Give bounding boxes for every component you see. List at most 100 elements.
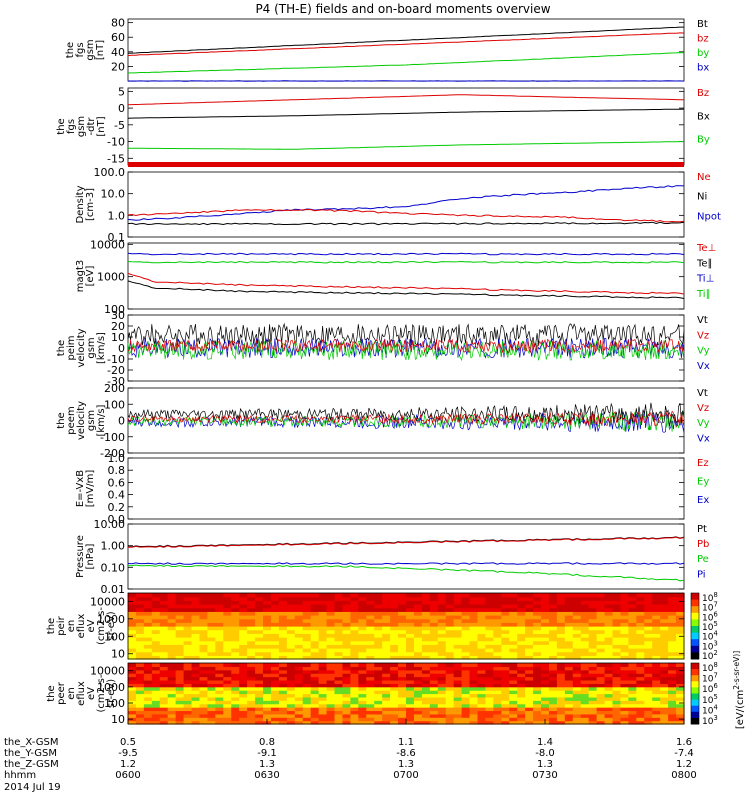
- flux-cell: [676, 644, 685, 648]
- flux-cell: [279, 597, 288, 601]
- flux-cell: [676, 597, 685, 601]
- x-row-value: 1.1: [398, 737, 414, 748]
- flux-cell: [263, 633, 272, 637]
- panel-frame: [128, 88, 684, 165]
- flux-cell: [144, 619, 153, 623]
- flux-cell: [509, 637, 518, 641]
- flux-cell: [493, 600, 502, 604]
- flux-cell: [454, 641, 463, 645]
- flux-cell: [136, 652, 145, 656]
- flux-cell: [652, 615, 661, 619]
- flux-cell: [358, 648, 367, 652]
- flux-cell: [644, 611, 653, 615]
- flux-cell: [247, 600, 256, 604]
- flux-cell: [414, 663, 423, 667]
- flux-cell: [430, 611, 439, 615]
- flux-cell: [144, 652, 153, 656]
- series-line-Bx: [128, 109, 684, 118]
- flux-cell: [199, 622, 208, 626]
- flux-cell: [446, 648, 455, 652]
- flux-cell: [406, 619, 415, 623]
- flux-cell: [493, 637, 502, 641]
- flux-cell: [573, 644, 582, 648]
- flux-cell: [470, 619, 479, 623]
- flux-cell: [485, 597, 494, 601]
- flux-cell: [573, 619, 582, 623]
- flux-cell: [573, 622, 582, 626]
- flux-cell: [168, 641, 177, 645]
- flux-cell: [589, 644, 598, 648]
- flux-cell: [374, 604, 383, 608]
- flux-cell: [311, 633, 320, 637]
- flux-cell: [636, 633, 645, 637]
- flux-cell: [636, 630, 645, 634]
- flux-cell: [668, 630, 677, 634]
- flux-cell: [366, 644, 375, 648]
- flux-cell: [501, 648, 510, 652]
- flux-cell: [295, 663, 304, 667]
- flux-cell: [613, 608, 622, 612]
- flux-cell: [263, 604, 272, 608]
- flux-cell: [215, 641, 224, 645]
- flux-cell: [454, 615, 463, 619]
- flux-cell: [414, 600, 423, 604]
- colorbar-segment: [691, 718, 699, 725]
- flux-cell: [462, 637, 471, 641]
- flux-cell: [668, 615, 677, 619]
- flux-cell: [342, 608, 351, 612]
- flux-cell: [462, 652, 471, 656]
- flux-cell: [581, 597, 590, 601]
- flux-cell: [136, 619, 145, 623]
- flux-cell: [327, 622, 336, 626]
- flux-cell: [414, 630, 423, 634]
- flux-cell: [390, 630, 399, 634]
- flux-cell: [215, 648, 224, 652]
- flux-cell: [660, 626, 669, 630]
- flux-cell: [533, 608, 542, 612]
- flux-cell: [557, 600, 566, 604]
- flux-cell: [493, 644, 502, 648]
- flux-cell: [565, 615, 574, 619]
- flux-cell: [239, 608, 248, 612]
- flux-cell: [668, 619, 677, 623]
- flux-cell: [628, 622, 637, 626]
- flux-cell: [136, 615, 145, 619]
- flux-cell: [549, 633, 558, 637]
- flux-cell: [501, 633, 510, 637]
- flux-cell: [184, 622, 193, 626]
- colorbar-segment: [691, 663, 699, 670]
- flux-cell: [160, 663, 169, 667]
- flux-cell: [382, 611, 391, 615]
- flux-cell: [660, 641, 669, 645]
- y-tick-label: 10000: [90, 238, 125, 251]
- flux-cell: [636, 615, 645, 619]
- flux-cell: [136, 630, 145, 634]
- flux-cell: [525, 641, 534, 645]
- flux-cell: [628, 633, 637, 637]
- flux-cell: [462, 630, 471, 634]
- flux-cell: [477, 663, 486, 667]
- colorbar-segment: [691, 712, 699, 719]
- flux-cell: [327, 593, 336, 597]
- flux-cell: [470, 644, 479, 648]
- flux-cell: [303, 637, 312, 641]
- flux-cell: [636, 619, 645, 623]
- flux-cell: [303, 641, 312, 645]
- flux-cell: [136, 663, 145, 667]
- flux-cell: [509, 633, 518, 637]
- flux-cell: [319, 622, 328, 626]
- flux-cell: [557, 619, 566, 623]
- flux-cell: [358, 611, 367, 615]
- flux-cell: [136, 593, 145, 597]
- flux-cell: [597, 604, 606, 608]
- flux-cell: [422, 597, 431, 601]
- x-row-value: 1.3: [259, 759, 275, 770]
- flux-cell: [335, 652, 344, 656]
- flux-cell: [199, 630, 208, 634]
- series-line-Bz: [128, 95, 684, 105]
- flux-cell: [628, 608, 637, 612]
- figure-title: P4 (TH-E) fields and on-board moments ov…: [255, 2, 550, 16]
- flux-cell: [215, 663, 224, 667]
- flux-cell: [287, 593, 296, 597]
